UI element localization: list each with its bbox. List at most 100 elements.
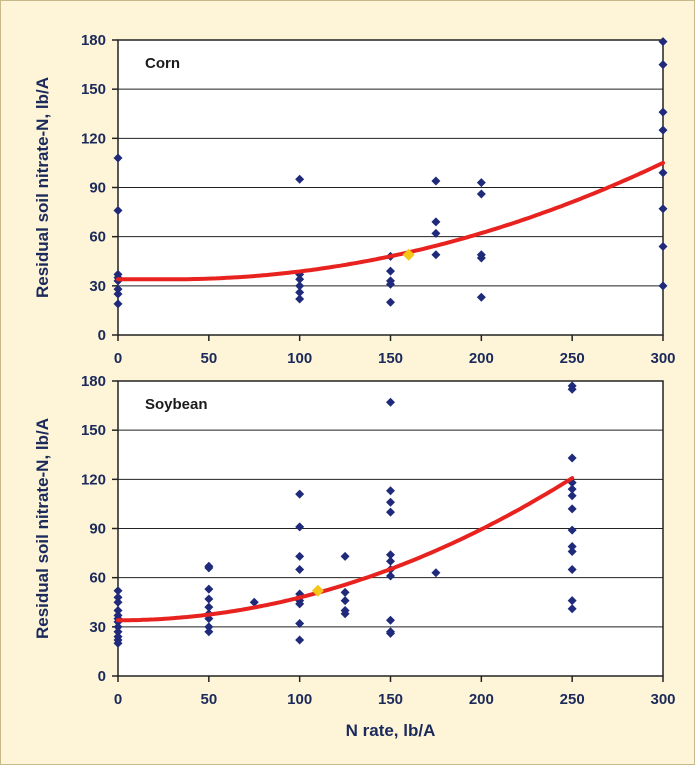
- panel-2-data-point: [113, 627, 123, 637]
- panel-2-data-point: [567, 546, 577, 556]
- panel-2-data-point: [295, 619, 305, 629]
- panel-2-data-point: [340, 609, 350, 619]
- panel-2-data-point: [386, 486, 395, 496]
- panel-2-x-tick-label: 100: [287, 691, 312, 708]
- panel-2-data-point: [204, 602, 214, 612]
- panel-1-x-tick-label: 50: [200, 350, 217, 367]
- panel-2-data-point: [295, 635, 305, 645]
- panel-2-y-tick-label: 0: [98, 668, 106, 685]
- panel-1-x-tick-label: 100: [287, 350, 312, 367]
- panel-2-data-point: [386, 497, 395, 507]
- panel-1-y-tick-label: 60: [89, 229, 106, 246]
- panel-2-y-tick-label: 90: [89, 521, 106, 538]
- panel-2-data-point: [113, 638, 123, 648]
- panel-1-y-tick-label: 180: [81, 32, 106, 49]
- panel-2-data-point: [386, 556, 395, 566]
- panel-2-y-tick-label: 60: [89, 570, 106, 587]
- panel-2-x-tick-label: 0: [114, 691, 122, 708]
- panel-2-data-point: [204, 627, 214, 637]
- panel-2-data-point: [386, 628, 395, 638]
- panel-1-data-point: [658, 60, 668, 70]
- panel-1-x-tick-label: 150: [378, 350, 403, 367]
- panel-1-data-point: [386, 266, 395, 276]
- panel-2-data-point: [113, 597, 123, 607]
- panel-1-data-point: [113, 205, 123, 215]
- panel-2-data-point: [295, 522, 305, 532]
- panel-2-highlight-point: [311, 584, 324, 597]
- panel-2-data-point: [340, 551, 350, 561]
- panel-2-x-tick-label: 300: [650, 691, 675, 708]
- panel-1-x-tick-label: 200: [469, 350, 494, 367]
- panel-1-y-tick-label: 120: [81, 130, 106, 147]
- panel-2-data-point: [113, 592, 123, 602]
- panel-2-data-point: [567, 604, 577, 614]
- panel-2-panel-label: Soybean: [145, 396, 208, 413]
- panel-1-data-point: [295, 287, 305, 297]
- panel-1-fitted-curve: [116, 160, 665, 282]
- panel-1-panel-label: Corn: [145, 55, 180, 72]
- panel-2-x-tick-label: 200: [469, 691, 494, 708]
- panel-2-data-point: [567, 525, 577, 535]
- panel-2-data-point: [295, 599, 305, 609]
- panel-1-data-point: [431, 250, 441, 260]
- panel-1-data-point: [113, 284, 123, 294]
- panel-1-x-tick-label: 300: [650, 350, 675, 367]
- panel-1-data-point: [386, 279, 395, 289]
- panel-2-data-point: [340, 587, 350, 597]
- panel-2-data-point: [431, 568, 441, 578]
- panel-2-data-point: [340, 596, 350, 606]
- panel-1-data-point: [658, 107, 668, 117]
- panel-2-y-tick-label: 30: [89, 619, 106, 636]
- panel-1-data-point: [431, 228, 441, 238]
- panel-1-data-point: [386, 297, 395, 307]
- panel-1-data-point: [476, 189, 486, 199]
- panel-1-data-point: [658, 168, 668, 178]
- panel-2-x-axis-title: N rate, lb/A: [346, 721, 436, 740]
- panel-2-fitted-curve: [116, 476, 575, 623]
- panel-2-data-point: [295, 564, 305, 574]
- panel-2-data-point: [204, 584, 214, 594]
- panel-1-data-point: [113, 289, 123, 299]
- panel-2-data-point: [386, 397, 395, 407]
- panel-2-data-point: [113, 622, 123, 632]
- panel-1-data-point: [476, 253, 486, 263]
- panel-2-data-point: [567, 453, 577, 463]
- panel-1-data-point: [113, 299, 123, 309]
- panel-1-x-tick-label: 250: [560, 350, 585, 367]
- panel-1-data-point: [658, 281, 668, 291]
- panel-2-y-tick-label: 150: [81, 422, 106, 439]
- panel-1-data-point: [295, 281, 305, 291]
- panel-2-data-point: [113, 586, 123, 596]
- panel-2-x-tick-label: 50: [200, 691, 217, 708]
- panel-1-y-tick-label: 30: [89, 278, 106, 295]
- panel-2-data-point: [204, 563, 214, 573]
- panel-1-data-point: [431, 217, 441, 227]
- panel-1-data-point: [476, 178, 486, 188]
- panel-2-y-axis-title: Residual soil nitrate-N, lb/A: [33, 418, 52, 639]
- panel-2-x-tick-label: 150: [378, 691, 403, 708]
- panel-2-data-point: [567, 484, 577, 494]
- panel-1-data-point: [295, 294, 305, 304]
- panel-1-data-point: [295, 174, 305, 184]
- panel-2-y-tick-label: 180: [81, 373, 106, 390]
- panel-1-highlight-point: [402, 248, 415, 261]
- panel-2-data-point: [567, 542, 577, 552]
- panel-2-data-point: [295, 489, 305, 499]
- panel-1-y-tick-label: 0: [98, 327, 106, 344]
- panel-1-data-point: [658, 125, 668, 135]
- panel-1-y-axis-title: Residual soil nitrate-N, lb/A: [33, 77, 52, 298]
- panel-2-data-point: [204, 622, 214, 632]
- panel-1-data-point: [113, 153, 123, 163]
- panel-2-data-point: [567, 491, 577, 501]
- panel-2-data-point: [567, 504, 577, 514]
- panel-2-data-point: [249, 597, 259, 607]
- panel-1-data-point: [658, 242, 668, 251]
- panel-2-data-point: [567, 596, 577, 606]
- panel-1-y-tick-label: 150: [81, 81, 106, 98]
- panel-1-data-point: [431, 176, 441, 186]
- panel-1-data-point: [658, 204, 668, 214]
- panel-2-data-point: [567, 564, 577, 574]
- panel-2-data-point: [567, 384, 577, 394]
